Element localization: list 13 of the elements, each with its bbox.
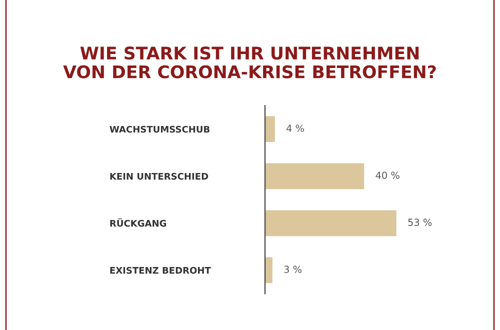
y-tick-label: EXISTENZ BEDROHT — [110, 266, 211, 274]
bar — [265, 210, 396, 236]
bar — [265, 257, 272, 284]
y-tick-label: WACHSTUMSSCHUB — [110, 126, 210, 133]
data-label: 4 % — [286, 124, 304, 132]
data-label: 40 % — [376, 172, 400, 179]
y-tick-label: RÜCKGANG — [110, 218, 166, 227]
data-label: 53 % — [408, 218, 432, 226]
bar — [265, 163, 364, 190]
chart-title: WIE STARK IST IHR UNTERNEHMEN VON DER CORONA-KRISE BETROFFEN? — [63, 46, 436, 78]
y-tick-label: KEIN UNTERSCHIED — [110, 172, 208, 180]
data-label: 3 % — [284, 266, 302, 274]
bar — [265, 116, 275, 142]
